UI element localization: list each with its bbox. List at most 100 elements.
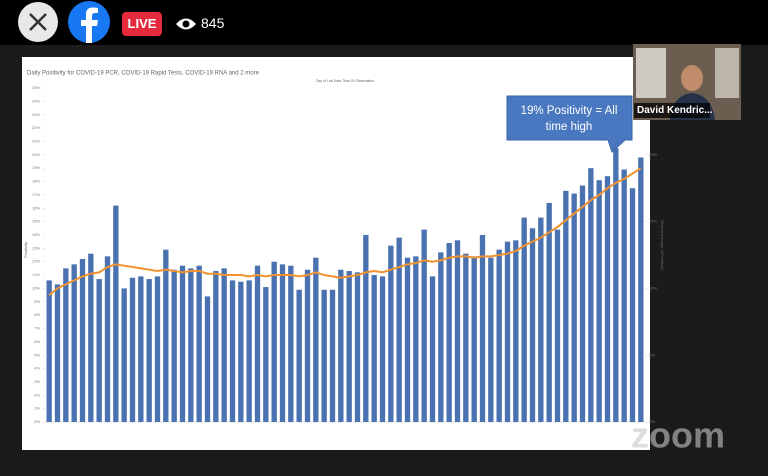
- eye-pupil: [182, 20, 190, 28]
- y-tick-label: 20%: [32, 152, 40, 157]
- viewer-count: 845: [201, 15, 225, 31]
- callout: 19% Positivity = All time high: [506, 95, 633, 153]
- bar: [96, 279, 102, 422]
- bar: [129, 277, 136, 422]
- bar: [446, 242, 452, 422]
- bar: [329, 289, 336, 422]
- live-label: LIVE: [128, 16, 157, 31]
- y-tick-label: 24%: [32, 98, 40, 103]
- bar: [138, 276, 144, 422]
- y2-tick-label: 5%: [649, 352, 655, 357]
- bar: [429, 276, 436, 422]
- y-tick-label: 18%: [32, 179, 40, 184]
- bar: [529, 228, 536, 422]
- moving-average-line: [48, 167, 642, 296]
- callout-line: 19% Positivity = All: [521, 105, 618, 117]
- x-axis-title: Day of Lab Data Time Of Observation: [316, 79, 374, 83]
- y-tick-label: 12%: [32, 259, 40, 264]
- bar: [563, 190, 569, 422]
- bar: [196, 265, 202, 422]
- bar: [346, 271, 352, 422]
- name-tag: [634, 103, 710, 118]
- bar: [304, 269, 311, 422]
- bar: [596, 180, 602, 422]
- bar: [579, 185, 586, 422]
- close-button[interactable]: [18, 2, 58, 42]
- bar: [471, 256, 477, 422]
- bar: [588, 168, 594, 422]
- close-icon: [29, 13, 47, 31]
- bar: [288, 265, 294, 422]
- y-tick-label: 6%: [34, 339, 40, 344]
- y-tick-label: 14%: [32, 232, 40, 237]
- fb-f: [81, 7, 98, 43]
- facebook-logo: [68, 1, 110, 43]
- bar: [254, 265, 261, 422]
- bar: [204, 296, 211, 422]
- y-tick-label: 2%: [34, 392, 40, 397]
- bar: [279, 264, 286, 422]
- y-tick-label: 10%: [32, 285, 40, 290]
- bar: [521, 217, 527, 422]
- y-tick-label: 16%: [32, 205, 40, 210]
- bar: [479, 234, 486, 422]
- bar: [154, 276, 161, 422]
- y2-tick-label: 20%: [649, 152, 657, 157]
- bar: [46, 280, 52, 422]
- zoom-watermark: zoom: [631, 415, 725, 456]
- bar: [613, 148, 619, 422]
- bar: [388, 245, 394, 422]
- bar: [629, 188, 636, 422]
- y-tick-label: 21%: [32, 139, 40, 144]
- bar: [104, 256, 111, 422]
- y-tick-label: 5%: [34, 352, 40, 357]
- bar: [221, 268, 227, 422]
- bar: [463, 253, 469, 422]
- bar: [504, 241, 511, 422]
- participant-name: David Kendric...: [637, 105, 713, 116]
- bar: [638, 157, 644, 423]
- bar: [363, 234, 369, 422]
- live-badge: [122, 12, 162, 36]
- bar: [238, 281, 244, 422]
- bar: [188, 268, 194, 422]
- bar: [538, 217, 544, 422]
- bar: [121, 288, 127, 422]
- y-tick-label: 25%: [32, 85, 40, 90]
- y-tick-label: 23%: [32, 112, 40, 117]
- bar: [296, 289, 302, 422]
- bar: [404, 257, 411, 422]
- chart-title: Daily Positivity for COVID-19 PCR, COVID…: [27, 71, 260, 77]
- window: [636, 48, 666, 98]
- bar: [338, 269, 344, 422]
- top-bar: [0, 0, 768, 45]
- person-head: [681, 65, 703, 91]
- y-tick-label: 22%: [32, 125, 40, 130]
- bar: [321, 289, 327, 422]
- bar: [496, 249, 502, 422]
- bar: [263, 287, 269, 422]
- y-tick-label: 13%: [32, 245, 40, 250]
- window: [715, 48, 739, 98]
- bar: [63, 268, 69, 422]
- bar: [313, 257, 319, 422]
- bar: [546, 202, 552, 422]
- bar: [163, 249, 169, 422]
- bar: [146, 279, 152, 422]
- y-tick-label: 1%: [34, 406, 40, 411]
- y-tick-label: 11%: [32, 272, 40, 277]
- bar: [88, 253, 94, 422]
- y2-axis-title: Moving Average of Positivity: [660, 220, 665, 270]
- y2-tick-label: 0%: [649, 419, 655, 424]
- bar: [229, 280, 236, 422]
- bar: [421, 229, 427, 422]
- bar: [454, 240, 461, 422]
- bar: [371, 275, 377, 422]
- plot: 0% 1% 2% 3% 4% 5% 6% 7% 8% 9% 10% 11% 12% 13% 14% 15% 16…: [32, 85, 657, 424]
- bar: [213, 271, 219, 422]
- bar: [513, 240, 519, 422]
- y-tick-label: 8%: [34, 312, 40, 317]
- bar: [621, 169, 627, 422]
- bar: [79, 259, 86, 422]
